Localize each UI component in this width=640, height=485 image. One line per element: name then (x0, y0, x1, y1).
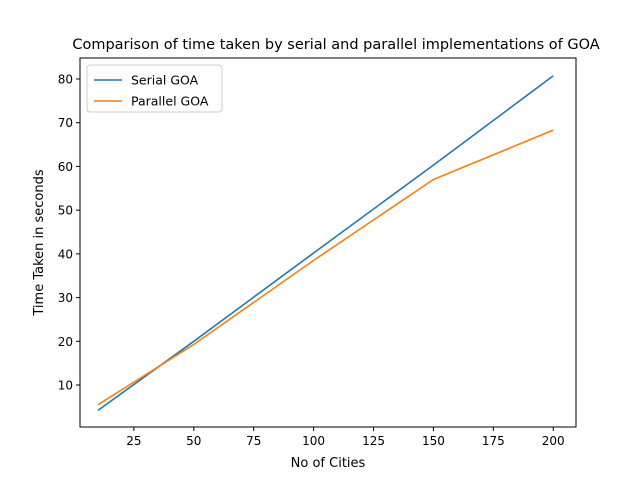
legend-label: Parallel GOA (131, 94, 209, 109)
x-tick-label: 50 (186, 434, 201, 448)
legend: Serial GOA Parallel GOA (87, 65, 222, 112)
x-tick-label: 75 (246, 434, 261, 448)
y-tick-label: 10 (58, 379, 73, 393)
x-tick-label: 125 (362, 434, 385, 448)
x-tick-label: 100 (302, 434, 325, 448)
legend-label: Serial GOA (131, 73, 199, 88)
series-line-parallel-goa (98, 130, 553, 405)
y-tick-label: 40 (58, 247, 73, 261)
y-tick-label: 30 (58, 291, 73, 305)
x-tick-label: 200 (542, 434, 565, 448)
y-tick-label: 50 (58, 204, 73, 218)
y-axis-label: Time Taken in seconds (32, 169, 47, 316)
y-tick-label: 70 (58, 116, 73, 130)
series-line-serial-goa (98, 76, 553, 411)
x-axis-label: No of Cities (291, 456, 366, 471)
chart-title: Comparison of time taken by serial and p… (72, 37, 599, 53)
y-tick-label: 80 (58, 72, 73, 86)
x-tick-label: 175 (482, 434, 505, 448)
y-tick-label: 20 (58, 335, 73, 349)
x-tick-label: 25 (126, 434, 141, 448)
y-tick-label: 60 (58, 160, 73, 174)
x-tick-label: 150 (422, 434, 445, 448)
